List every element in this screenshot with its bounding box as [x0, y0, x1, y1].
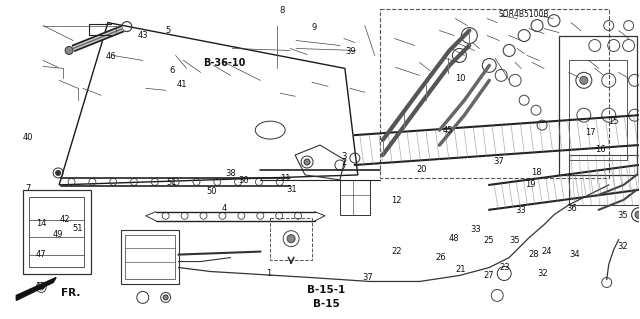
Text: 32: 32: [618, 242, 628, 251]
Text: 15: 15: [608, 117, 618, 126]
Text: 24: 24: [541, 247, 552, 256]
Text: 49: 49: [52, 230, 63, 239]
Text: 37: 37: [493, 157, 504, 166]
Text: 51: 51: [166, 178, 177, 187]
Text: 25: 25: [484, 236, 494, 245]
Text: 3: 3: [342, 152, 347, 161]
Text: 38: 38: [225, 169, 236, 178]
Text: 30: 30: [238, 176, 249, 185]
Text: 8: 8: [279, 6, 284, 15]
Text: 33: 33: [471, 225, 481, 234]
Circle shape: [163, 295, 168, 300]
Text: 40: 40: [23, 133, 33, 142]
Text: 20: 20: [417, 165, 428, 174]
Bar: [380, 9, 609, 178]
Text: B-15: B-15: [313, 299, 340, 309]
Text: 37: 37: [362, 272, 373, 281]
Text: 42: 42: [60, 215, 70, 224]
Text: 22: 22: [391, 247, 402, 256]
Bar: [125, 235, 175, 279]
Text: 27: 27: [484, 271, 494, 280]
Bar: [559, 35, 637, 175]
Bar: [23, 190, 91, 274]
Text: 28: 28: [528, 250, 539, 259]
Text: B-15-1: B-15-1: [307, 285, 346, 295]
Circle shape: [56, 170, 61, 175]
Text: 16: 16: [595, 145, 605, 154]
Text: 6: 6: [170, 66, 175, 75]
Text: SDR4B5100B: SDR4B5100B: [499, 11, 549, 19]
Circle shape: [65, 47, 73, 55]
Bar: [29, 197, 84, 267]
Text: 36: 36: [566, 204, 577, 213]
Circle shape: [39, 285, 44, 290]
Text: 2: 2: [342, 158, 347, 167]
Text: 18: 18: [531, 168, 542, 177]
Text: 13: 13: [36, 282, 46, 291]
Bar: [121, 230, 179, 285]
Text: 12: 12: [391, 196, 402, 205]
Bar: [569, 60, 627, 160]
Text: 19: 19: [525, 181, 536, 189]
Text: 5: 5: [166, 26, 171, 35]
Text: 32: 32: [538, 269, 548, 278]
Polygon shape: [17, 278, 56, 300]
Text: 48: 48: [449, 234, 459, 243]
Circle shape: [580, 76, 588, 84]
Text: 31: 31: [286, 185, 296, 194]
Text: 21: 21: [455, 264, 465, 274]
Text: FR.: FR.: [61, 288, 81, 298]
Text: 50: 50: [207, 187, 217, 196]
Text: 47: 47: [36, 250, 46, 259]
Text: 11: 11: [280, 174, 290, 183]
Text: 26: 26: [436, 254, 446, 263]
Circle shape: [287, 235, 295, 243]
Text: 10: 10: [455, 74, 465, 83]
Text: B-36-10: B-36-10: [204, 58, 246, 68]
Text: 41: 41: [177, 80, 187, 89]
Bar: [569, 155, 639, 205]
Text: 35: 35: [618, 211, 628, 219]
Text: 23: 23: [499, 263, 510, 272]
Text: 34: 34: [570, 250, 580, 259]
Text: 46: 46: [106, 52, 116, 61]
Text: 43: 43: [138, 31, 148, 40]
Text: 17: 17: [586, 128, 596, 137]
Text: 7: 7: [26, 184, 31, 193]
Text: 4: 4: [222, 204, 227, 213]
Circle shape: [635, 211, 640, 218]
Text: 45: 45: [442, 126, 452, 135]
Text: 33: 33: [515, 206, 526, 215]
Circle shape: [304, 159, 310, 165]
Text: 39: 39: [345, 47, 356, 56]
Bar: [270, 218, 312, 260]
Text: 9: 9: [311, 23, 316, 32]
Text: 14: 14: [36, 219, 46, 227]
Bar: [340, 180, 370, 215]
Text: 1: 1: [266, 269, 271, 278]
Text: 51: 51: [72, 224, 83, 233]
Text: 35: 35: [509, 236, 520, 245]
